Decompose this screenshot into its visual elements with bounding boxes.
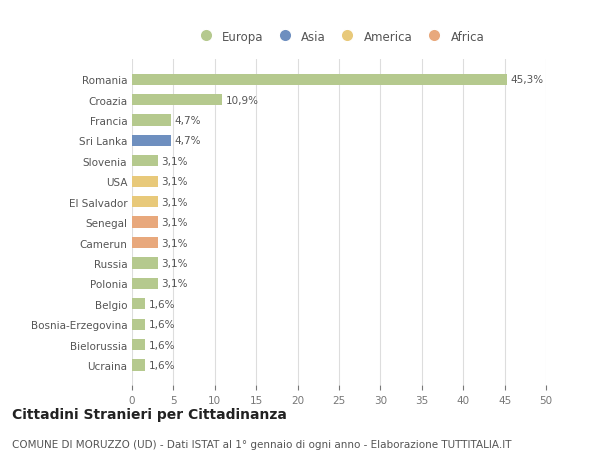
Bar xyxy=(132,156,158,167)
Bar xyxy=(132,176,158,187)
Bar xyxy=(132,135,171,147)
Text: 1,6%: 1,6% xyxy=(149,340,175,350)
Bar xyxy=(132,217,158,228)
Bar xyxy=(132,196,158,208)
Text: 3,1%: 3,1% xyxy=(161,238,187,248)
Text: 3,1%: 3,1% xyxy=(161,157,187,167)
Legend: Europa, Asia, America, Africa: Europa, Asia, America, Africa xyxy=(191,28,487,46)
Bar xyxy=(132,298,145,310)
Text: 10,9%: 10,9% xyxy=(226,95,259,106)
Text: 3,1%: 3,1% xyxy=(161,177,187,187)
Text: 3,1%: 3,1% xyxy=(161,197,187,207)
Bar xyxy=(132,237,158,249)
Text: COMUNE DI MORUZZO (UD) - Dati ISTAT al 1° gennaio di ogni anno - Elaborazione TU: COMUNE DI MORUZZO (UD) - Dati ISTAT al 1… xyxy=(12,440,511,449)
Text: 45,3%: 45,3% xyxy=(511,75,544,85)
Text: 3,1%: 3,1% xyxy=(161,218,187,228)
Text: Cittadini Stranieri per Cittadinanza: Cittadini Stranieri per Cittadinanza xyxy=(12,407,287,421)
Text: 4,7%: 4,7% xyxy=(174,116,201,126)
Text: 1,6%: 1,6% xyxy=(149,299,175,309)
Bar xyxy=(132,115,171,126)
Bar xyxy=(132,95,222,106)
Bar xyxy=(132,258,158,269)
Text: 3,1%: 3,1% xyxy=(161,279,187,289)
Text: 4,7%: 4,7% xyxy=(174,136,201,146)
Bar xyxy=(132,278,158,289)
Text: 3,1%: 3,1% xyxy=(161,258,187,269)
Text: 1,6%: 1,6% xyxy=(149,319,175,330)
Text: 1,6%: 1,6% xyxy=(149,360,175,370)
Bar xyxy=(132,339,145,350)
Bar xyxy=(132,74,507,86)
Bar xyxy=(132,319,145,330)
Bar xyxy=(132,359,145,371)
